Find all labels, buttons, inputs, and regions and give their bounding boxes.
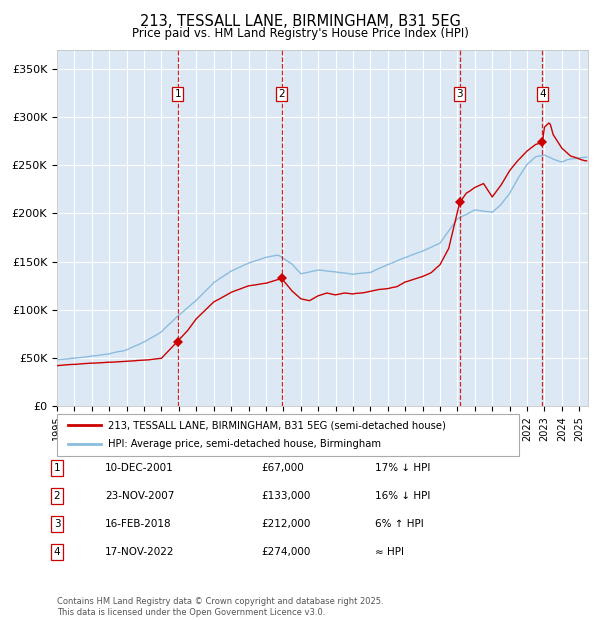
Text: 10-DEC-2001: 10-DEC-2001 xyxy=(105,463,174,473)
Text: 4: 4 xyxy=(539,89,545,99)
Text: 1: 1 xyxy=(175,89,181,99)
Text: Price paid vs. HM Land Registry's House Price Index (HPI): Price paid vs. HM Land Registry's House … xyxy=(131,27,469,40)
Text: 2: 2 xyxy=(53,491,61,501)
Text: 23-NOV-2007: 23-NOV-2007 xyxy=(105,491,175,501)
Text: 17-NOV-2022: 17-NOV-2022 xyxy=(105,547,175,557)
Text: ≈ HPI: ≈ HPI xyxy=(375,547,404,557)
Text: £133,000: £133,000 xyxy=(261,491,310,501)
Text: 16% ↓ HPI: 16% ↓ HPI xyxy=(375,491,430,501)
Text: £274,000: £274,000 xyxy=(261,547,310,557)
Text: 6% ↑ HPI: 6% ↑ HPI xyxy=(375,519,424,529)
Text: 213, TESSALL LANE, BIRMINGHAM, B31 5EG (semi-detached house): 213, TESSALL LANE, BIRMINGHAM, B31 5EG (… xyxy=(108,420,446,430)
Text: 4: 4 xyxy=(53,547,61,557)
Text: 16-FEB-2018: 16-FEB-2018 xyxy=(105,519,172,529)
Text: 213, TESSALL LANE, BIRMINGHAM, B31 5EG: 213, TESSALL LANE, BIRMINGHAM, B31 5EG xyxy=(140,14,460,29)
Text: Contains HM Land Registry data © Crown copyright and database right 2025.
This d: Contains HM Land Registry data © Crown c… xyxy=(57,598,383,617)
Text: 3: 3 xyxy=(456,89,463,99)
Text: 2: 2 xyxy=(278,89,285,99)
Text: 1: 1 xyxy=(53,463,61,473)
Text: 3: 3 xyxy=(53,519,61,529)
Text: £67,000: £67,000 xyxy=(261,463,304,473)
Text: £212,000: £212,000 xyxy=(261,519,310,529)
Text: 17% ↓ HPI: 17% ↓ HPI xyxy=(375,463,430,473)
Text: HPI: Average price, semi-detached house, Birmingham: HPI: Average price, semi-detached house,… xyxy=(108,439,381,449)
